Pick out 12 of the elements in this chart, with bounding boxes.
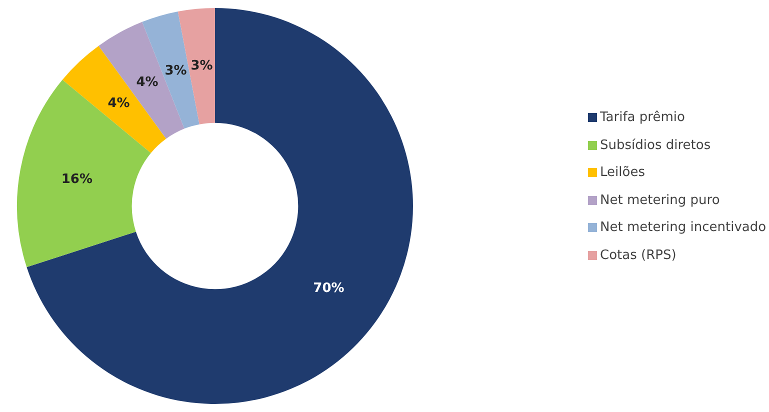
data-label: 4% [136, 75, 158, 90]
legend-label: Net metering incentivado [600, 220, 766, 236]
data-label: 4% [108, 96, 130, 111]
data-label: 70% [313, 281, 344, 296]
legend-label: Net metering puro [600, 192, 720, 208]
legend-label: Tarifa prêmio [600, 110, 685, 126]
data-label: 3% [164, 63, 187, 78]
data-label: 16% [61, 172, 92, 188]
data-label: 3% [190, 58, 213, 74]
legend-label: Leilões [600, 165, 645, 180]
legend-label: Subsídios diretos [600, 138, 711, 153]
legend-label: Cotas (RPS) [600, 248, 676, 263]
